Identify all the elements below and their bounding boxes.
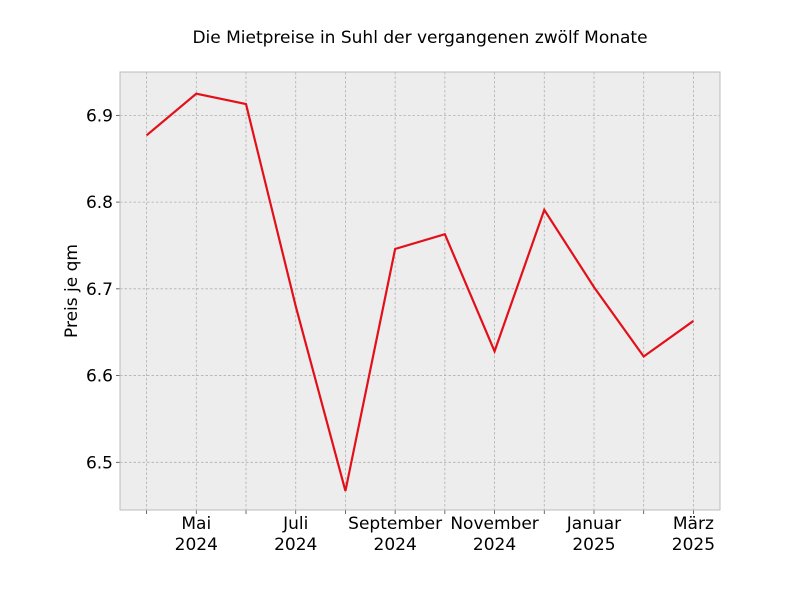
y-tick-label: 6.5 bbox=[86, 453, 113, 473]
x-tick-label-month: September bbox=[348, 514, 442, 534]
x-tick-label-year: 2025 bbox=[672, 535, 715, 555]
x-tick-label-year: 2024 bbox=[274, 535, 317, 555]
x-tick-label-month: November bbox=[450, 514, 538, 534]
x-tick-label-year: 2024 bbox=[374, 535, 417, 555]
y-tick-label: 6.8 bbox=[86, 193, 113, 213]
x-tick-label-month: Januar bbox=[566, 514, 621, 534]
x-tick-label-month: Juli bbox=[282, 514, 308, 534]
y-tick-label: 6.6 bbox=[86, 367, 113, 387]
plot-area: 6.56.66.76.86.9Mai2024Juli2024September2… bbox=[86, 71, 721, 555]
x-tick-label-month: März bbox=[673, 514, 714, 534]
series-line bbox=[145, 92, 695, 492]
plot-frame bbox=[119, 71, 721, 511]
x-tick-label-year: 2024 bbox=[473, 535, 516, 555]
x-tick-label-month: Mai bbox=[181, 514, 211, 534]
x-tick-label-year: 2025 bbox=[572, 535, 615, 555]
plot-background bbox=[120, 72, 720, 510]
x-tick-label-year: 2024 bbox=[175, 535, 218, 555]
y-tick-label: 6.9 bbox=[86, 106, 113, 126]
y-axis-label: Preis je qm bbox=[62, 244, 82, 338]
y-tick-label: 6.7 bbox=[86, 280, 113, 300]
chart-title: Die Mietpreise in Suhl der vergangenen z… bbox=[192, 28, 647, 48]
